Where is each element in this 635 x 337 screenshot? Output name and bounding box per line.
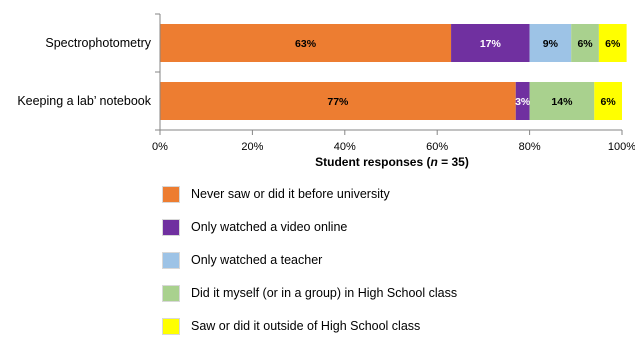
data-label: 63%: [295, 38, 317, 50]
legend-label: Saw or did it outside of High School cla…: [191, 319, 421, 333]
legend-label: Only watched a teacher: [191, 253, 323, 267]
x-tick-label: 0%: [152, 141, 168, 153]
category-label: Keeping a lab’ notebook: [17, 94, 151, 108]
bar-segment: [160, 82, 516, 120]
bar-segment: [529, 82, 595, 120]
legend-item: Only watched a teacher: [162, 252, 582, 270]
bar-segment: [571, 24, 599, 62]
bar-segment: [451, 24, 530, 62]
bar-segment: [529, 24, 572, 62]
category-label: Spectrophotometry: [45, 36, 151, 50]
legend-swatch: [162, 219, 180, 236]
x-tick-label: 20%: [241, 141, 263, 153]
x-tick-label: 80%: [519, 141, 541, 153]
bar-segment: [515, 82, 530, 120]
bar-segment: [160, 24, 452, 62]
x-axis-title: Student responses (n = 35): [315, 155, 469, 169]
legend-swatch: [162, 252, 180, 269]
legend-label: Never saw or did it before university: [191, 187, 390, 201]
x-tick-label: 40%: [334, 141, 356, 153]
legend-swatch: [162, 285, 180, 302]
legend-item: Only watched a video online: [162, 219, 582, 237]
legend-label: Only watched a video online: [191, 220, 348, 234]
legend-label: Did it myself (or in a group) in High Sc…: [191, 286, 458, 300]
data-label: 6%: [601, 96, 617, 108]
data-label: 14%: [551, 96, 573, 108]
bar-segment: [594, 82, 622, 120]
x-tick-label: 100%: [608, 141, 635, 153]
legend-swatch: [162, 186, 180, 203]
data-label: 9%: [543, 38, 559, 50]
x-tick-label: 60%: [426, 141, 448, 153]
data-label: 6%: [605, 38, 621, 50]
data-label: 77%: [327, 96, 349, 108]
legend-item: Did it myself (or in a group) in High Sc…: [162, 285, 582, 303]
data-label: 17%: [480, 38, 502, 50]
legend-item: Saw or did it outside of High School cla…: [162, 318, 582, 336]
data-label: 3%: [515, 96, 531, 108]
legend-item: Never saw or did it before university: [162, 186, 582, 204]
bar-segment: [598, 24, 627, 62]
legend-swatch: [162, 318, 180, 335]
stacked-bar-chart: Spectrophotometry Keeping a lab’ notebook…: [17, 13, 635, 169]
data-label: 6%: [577, 38, 593, 50]
